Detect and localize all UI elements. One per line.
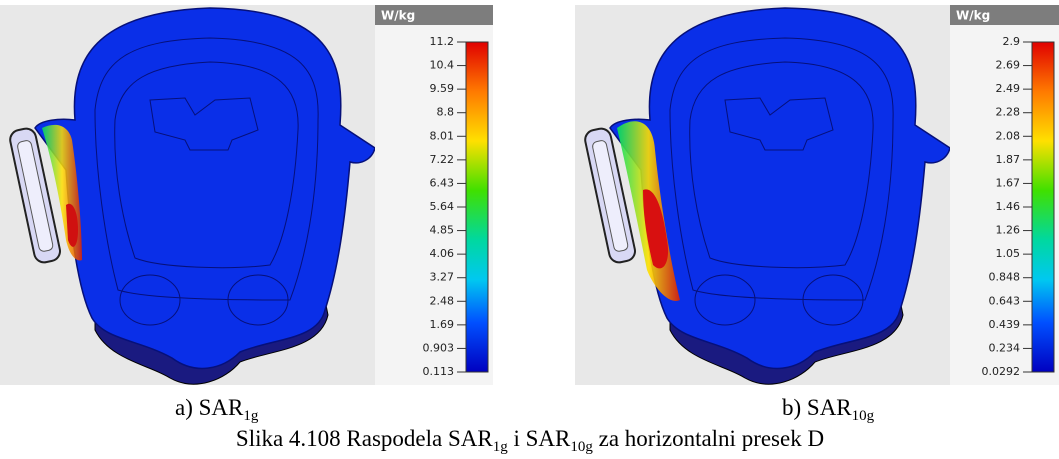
scale-label: 0.439 bbox=[989, 318, 1021, 331]
head-model-image bbox=[574, 4, 951, 386]
scale-label: 2.48 bbox=[430, 294, 455, 307]
scale-label: 9.59 bbox=[430, 82, 455, 95]
scale-label: 1.05 bbox=[996, 247, 1021, 260]
scale-label: 1.87 bbox=[996, 153, 1021, 166]
panel-b bbox=[574, 4, 951, 386]
caption-subscript: 1g bbox=[493, 439, 509, 455]
scale-label: 8.8 bbox=[437, 106, 455, 119]
scale-label: 0.848 bbox=[989, 271, 1021, 284]
caption-text: i SAR bbox=[508, 426, 571, 451]
scale-label: 11.2 bbox=[430, 35, 455, 48]
color-scale bbox=[465, 41, 489, 373]
scale-label: 0.113 bbox=[423, 365, 455, 378]
scale-label: 7.22 bbox=[430, 153, 455, 166]
caption-subscript: 10g bbox=[570, 439, 593, 455]
caption-subscript: 10g bbox=[852, 408, 875, 424]
head-model-image bbox=[0, 4, 376, 386]
scale-label: 1.69 bbox=[430, 318, 455, 331]
colorbar-header bbox=[950, 5, 1059, 25]
scale-label: 1.26 bbox=[996, 224, 1021, 237]
figure-caption: Slika 4.108 Raspodela SAR1g i SAR10g za … bbox=[236, 426, 824, 455]
unit-label: W/kg bbox=[956, 9, 990, 23]
scale-label: 2.9 bbox=[1003, 35, 1021, 48]
color-scale bbox=[1031, 41, 1055, 373]
scale-label: 0.234 bbox=[989, 341, 1021, 354]
panel-caption: a) SAR1g bbox=[175, 395, 259, 424]
sar-peak bbox=[66, 203, 78, 247]
sar-peak bbox=[643, 189, 669, 269]
scale-label: 2.49 bbox=[996, 82, 1021, 95]
scale-label: 0.0292 bbox=[982, 365, 1021, 378]
scale-label: 2.08 bbox=[996, 129, 1021, 142]
scale-label: 0.643 bbox=[989, 294, 1021, 307]
scale-label: 3.27 bbox=[430, 271, 455, 284]
scale-label: 8.01 bbox=[430, 129, 455, 142]
colorbar-header bbox=[375, 5, 493, 25]
caption-text: za horizontalni presek D bbox=[593, 426, 824, 451]
panel-a bbox=[0, 4, 376, 386]
scale-label: 1.67 bbox=[996, 176, 1021, 189]
panel-caption: b) SAR10g bbox=[782, 395, 875, 424]
scale-label: 6.43 bbox=[430, 176, 455, 189]
scale-label: 0.903 bbox=[423, 341, 455, 354]
unit-label: W/kg bbox=[381, 9, 415, 23]
colorbars: W/kg 11.2 10.4 9.59 8.8 8.01 7.22 6.43 5.64 4.85 4… bbox=[375, 5, 1059, 385]
scale-label: 1.46 bbox=[996, 200, 1021, 213]
scale-label: 2.28 bbox=[996, 106, 1021, 119]
caption-text: Slika 4.108 Raspodela SAR bbox=[236, 426, 493, 451]
scale-label: 2.69 bbox=[996, 59, 1021, 72]
caption-text: a) SAR bbox=[175, 395, 244, 420]
colorbar: W/kg 11.2 10.4 9.59 8.8 8.01 7.22 6.43 5.64 4.85 4… bbox=[375, 5, 493, 385]
scale-label: 5.64 bbox=[430, 200, 455, 213]
caption-subscript: 1g bbox=[243, 408, 259, 424]
caption-text: b) SAR bbox=[782, 395, 852, 420]
scale-label: 4.06 bbox=[430, 247, 455, 260]
colorbar: W/kg 2.9 2.69 2.49 2.28 2.08 1.87 1.67 1.46 1.26 1… bbox=[950, 5, 1059, 385]
scale-label: 4.85 bbox=[430, 224, 455, 237]
scale-label: 10.4 bbox=[430, 59, 455, 72]
